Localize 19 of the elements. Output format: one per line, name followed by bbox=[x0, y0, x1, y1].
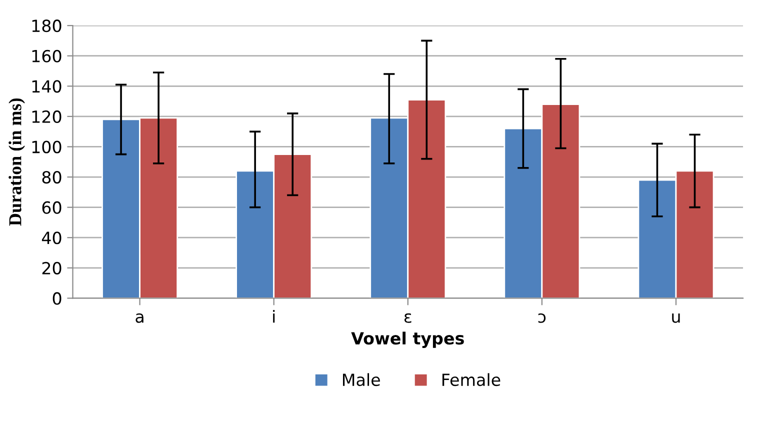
y-axis-title: Duration (in ms) bbox=[8, 98, 25, 226]
x-tick-label: i bbox=[273, 310, 275, 323]
x-tick-label: ɛ bbox=[404, 313, 412, 323]
legend-label: Female bbox=[442, 373, 500, 386]
y-tick-label: 40 bbox=[42, 232, 62, 244]
legend-label: Male bbox=[342, 373, 380, 386]
y-tick-label: 0 bbox=[52, 292, 62, 305]
x-tick-label: ɔ bbox=[538, 313, 546, 323]
y-tick-label: 20 bbox=[42, 262, 62, 274]
y-tick-label: 140 bbox=[32, 80, 62, 93]
y-tick-label: 120 bbox=[32, 110, 62, 124]
y-tick-label: 60 bbox=[42, 201, 62, 214]
y-tick-label: 180 bbox=[32, 20, 62, 32]
x-axis-title: Vowel types bbox=[351, 332, 464, 348]
y-tick-label: 80 bbox=[42, 170, 62, 184]
y-tick-label: 100 bbox=[32, 140, 62, 154]
x-tick-label: u bbox=[672, 313, 680, 323]
y-tick-label: 160 bbox=[32, 50, 62, 62]
x-tick-label: a bbox=[136, 313, 144, 323]
